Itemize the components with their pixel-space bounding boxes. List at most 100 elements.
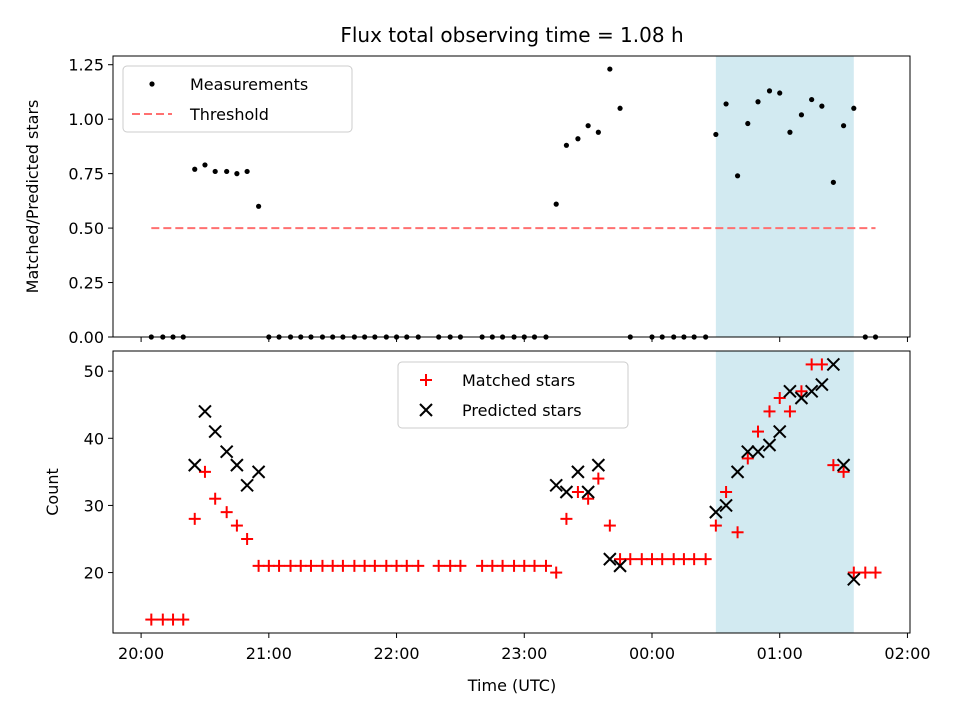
predicted-point <box>709 505 723 519</box>
xtick-label: 23:00 <box>501 644 547 663</box>
predicted-point <box>794 391 809 405</box>
matched-point <box>869 566 882 579</box>
predicted-point <box>251 465 266 479</box>
bottom-ylabel: Count <box>43 468 62 516</box>
matched-point <box>230 519 243 532</box>
predicted-point <box>230 458 244 472</box>
measurement-point <box>575 136 581 142</box>
matched-point <box>752 425 765 438</box>
matched-point <box>560 512 573 525</box>
matched-point <box>539 559 552 572</box>
predicted-point <box>847 572 861 586</box>
matched-point <box>145 613 158 626</box>
x-axis-label: Time (UTC) <box>467 676 556 695</box>
predicted-point <box>783 384 797 398</box>
matched-point <box>571 486 584 498</box>
matched-point <box>273 559 286 572</box>
measurement-point <box>244 168 250 175</box>
matched-point <box>763 405 776 418</box>
measurement-point <box>553 201 559 207</box>
matched-point <box>304 559 317 572</box>
highlight-span-top <box>715 56 854 337</box>
bottom-axes-frame <box>112 350 911 634</box>
measurement-point <box>192 166 198 172</box>
measurement-point <box>713 131 719 138</box>
matched-point <box>167 613 180 626</box>
matched-point <box>220 506 233 519</box>
top-ytick-label: 0.25 <box>68 274 104 293</box>
measurement-point <box>798 112 805 118</box>
measurement-point <box>745 120 751 127</box>
matched-point <box>412 559 425 572</box>
xtick-label: 21:00 <box>246 644 292 663</box>
measurement-point <box>234 171 240 177</box>
top-ticks: 0.00 0.25 0.50 0.75 1.00 1.25 <box>68 56 908 347</box>
measurement-point <box>777 90 783 96</box>
matched-point <box>624 553 637 566</box>
matched-point <box>444 559 457 572</box>
predicted-point <box>549 478 563 492</box>
matched-point <box>486 559 499 572</box>
matched-point <box>741 452 754 465</box>
predicted-point <box>198 404 212 419</box>
predicted-point <box>751 445 765 459</box>
top-legend: Measurements Threshold <box>122 65 353 133</box>
top-legend-box <box>122 65 353 133</box>
matched-point <box>198 465 211 478</box>
matched-point <box>731 526 744 539</box>
measurement-point <box>202 162 208 168</box>
matched-point <box>795 385 808 398</box>
predicted-point <box>219 445 234 459</box>
predicted-point <box>815 377 829 392</box>
matched-point <box>677 553 690 566</box>
predicted-point <box>240 478 254 492</box>
predicted-stars-series <box>188 357 861 586</box>
matched-point <box>667 553 680 566</box>
bottom-ticks: 20:00 21:00 22:00 23:00 00:00 01:00 02:00 20 30 4… <box>84 362 931 663</box>
matched-point <box>209 492 222 505</box>
matched-point <box>837 465 850 478</box>
bottom-ytick-label: 50 <box>84 362 104 381</box>
chart-title: Flux total observing time = 1.08 h <box>340 23 683 47</box>
top-axes-frame <box>112 55 911 338</box>
matched-point <box>432 559 445 572</box>
measurement-point <box>809 96 815 103</box>
matched-point <box>720 486 733 498</box>
top-axes: 0.00 0.25 0.50 0.75 1.00 1.25 Matched/Predict… <box>23 55 911 347</box>
matched-point <box>454 559 467 572</box>
bottom-axes: 20:00 21:00 22:00 23:00 00:00 01:00 02:00 20 30 4… <box>43 350 931 695</box>
matched-point <box>262 559 275 572</box>
matched-point <box>177 613 190 626</box>
predicted-point <box>208 424 222 439</box>
matched-point <box>518 559 531 572</box>
matched-point <box>783 405 796 418</box>
bottom-legend-box <box>397 361 629 429</box>
matched-point <box>773 392 786 404</box>
xtick-label: 02:00 <box>884 644 930 663</box>
predicted-point <box>613 559 627 573</box>
predicted-point <box>836 458 851 472</box>
predicted-point <box>762 438 777 452</box>
predicted-point <box>804 384 819 398</box>
matched-point <box>805 358 818 371</box>
matched-point <box>614 553 627 566</box>
matched-point <box>645 553 658 566</box>
measurement-point <box>830 179 836 185</box>
matched-point <box>508 559 521 572</box>
matched-point <box>326 559 339 572</box>
xtick-label: 00:00 <box>629 644 675 663</box>
matched-point <box>550 566 563 579</box>
bottom-ytick-label: 20 <box>84 564 104 583</box>
predicted-point <box>773 424 787 439</box>
predicted-point <box>591 458 606 472</box>
predicted-point <box>826 357 841 372</box>
legend-matched-marker <box>420 374 432 386</box>
legend-predicted-label: Predicted stars <box>462 401 582 420</box>
measurement-point <box>819 103 825 109</box>
matched-point <box>294 559 307 572</box>
predicted-point <box>559 485 574 499</box>
measurement-point <box>787 129 793 135</box>
top-ytick-label: 0.75 <box>68 165 104 184</box>
measurement-point <box>617 105 623 111</box>
